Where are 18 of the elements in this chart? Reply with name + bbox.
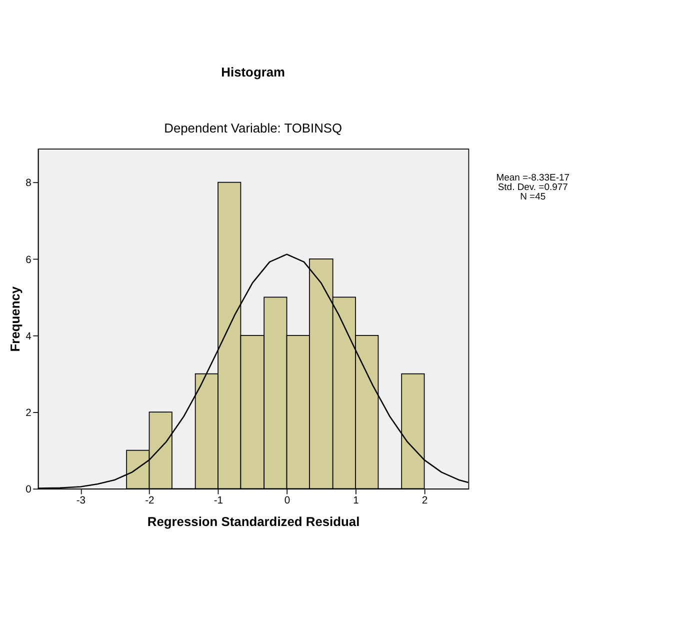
text: Mean =-8.33E-17 — [496, 172, 570, 184]
x-tick-label: 0 — [284, 496, 290, 507]
y-tick-label: 2 — [26, 408, 32, 419]
x-tick-label: -1 — [214, 496, 224, 507]
chart-subtitle: Dependent Variable: TOBINSQ — [164, 120, 342, 136]
x-axis-title: Regression Standardized Residual — [147, 514, 360, 530]
x-tick-label: 1 — [353, 496, 360, 507]
y-tick-label: 4 — [26, 331, 32, 342]
y-tick-label: 8 — [26, 178, 32, 190]
y-axis-title: Frequency — [8, 286, 23, 352]
x-tick-label: 2 — [422, 496, 428, 507]
text: N =45 — [520, 191, 546, 202]
y-tick-label: 6 — [26, 254, 32, 266]
y-tick-label: 0 — [26, 484, 32, 496]
x-tick-label: -2 — [145, 496, 155, 507]
text: Std. Dev. =0.977 — [498, 182, 568, 193]
x-tick-label: -3 — [76, 496, 86, 507]
chart-title: Histogram — [221, 64, 285, 80]
